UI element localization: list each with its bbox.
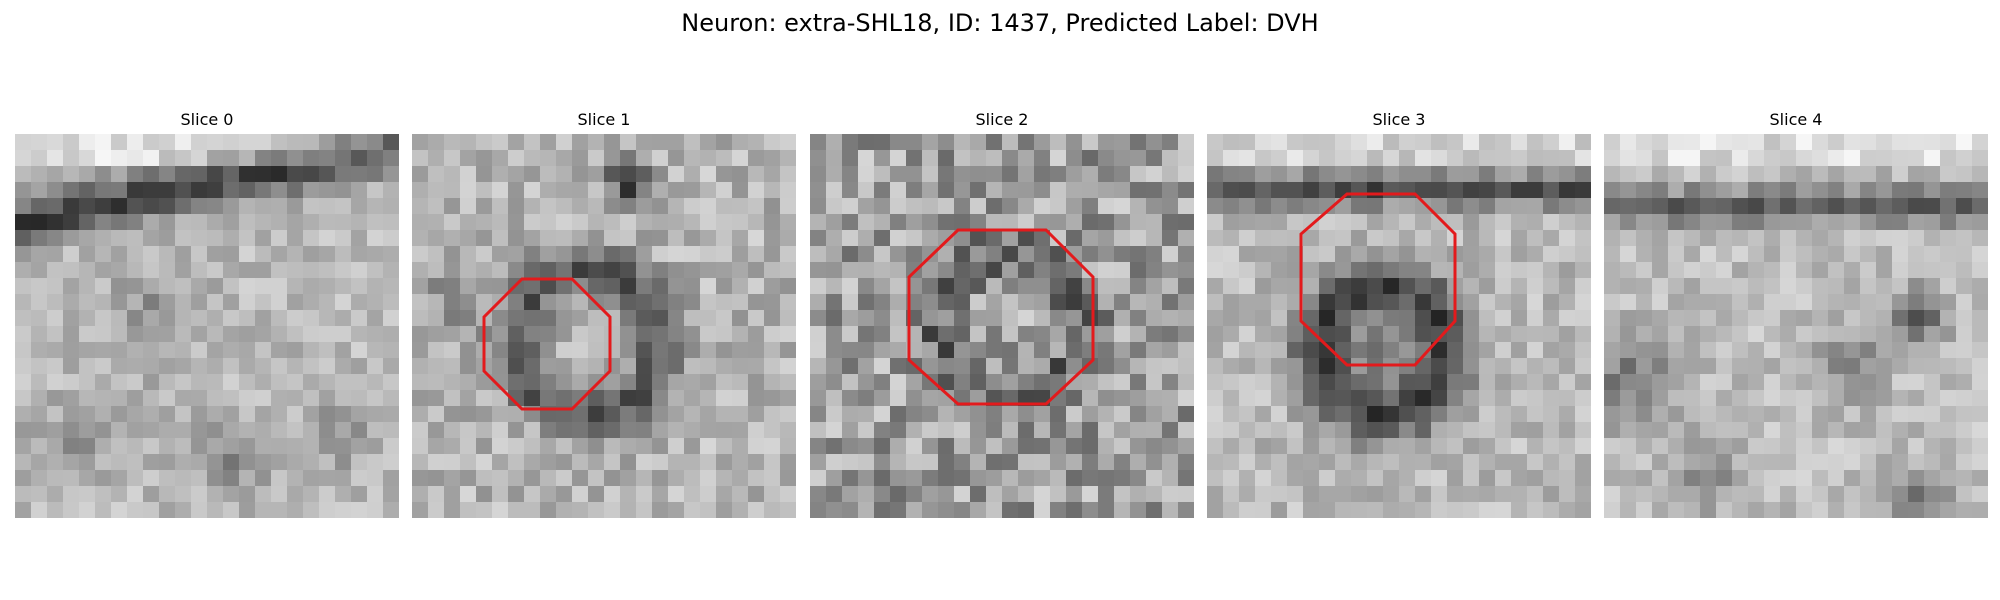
figure-title: Neuron: extra-SHL18, ID: 1437, Predicted… — [681, 9, 1319, 37]
slice-title-4: Slice 4 — [1769, 110, 1823, 129]
neuron-outline — [907, 228, 1095, 406]
octagon-outline — [482, 277, 612, 411]
slice-title-0: Slice 0 — [180, 110, 234, 129]
slice-panel-1: Slice 1 — [412, 108, 796, 518]
grayscale-micrograph — [810, 134, 1194, 518]
grayscale-micrograph — [412, 134, 796, 518]
neuron-outline — [1299, 192, 1457, 367]
slice-title-1: Slice 1 — [577, 110, 631, 129]
slice-panel-3: Slice 3 — [1207, 108, 1591, 518]
slice-image-0 — [15, 134, 399, 518]
slice-image-3 — [1207, 134, 1591, 518]
slice-image-4 — [1604, 134, 1988, 518]
slice-panel-0: Slice 0 — [15, 108, 399, 518]
grayscale-micrograph — [1604, 134, 1988, 518]
grayscale-micrograph — [15, 134, 399, 518]
slice-panel-2: Slice 2 — [810, 108, 1194, 518]
slice-panel-4: Slice 4 — [1604, 108, 1988, 518]
octagon-outline — [1299, 192, 1457, 367]
slice-title-2: Slice 2 — [975, 110, 1029, 129]
slice-image-2 — [810, 134, 1194, 518]
neuron-outline — [482, 277, 612, 411]
octagon-outline — [907, 228, 1095, 406]
grayscale-micrograph — [1207, 134, 1591, 518]
slice-title-3: Slice 3 — [1372, 110, 1426, 129]
slice-image-1 — [412, 134, 796, 518]
